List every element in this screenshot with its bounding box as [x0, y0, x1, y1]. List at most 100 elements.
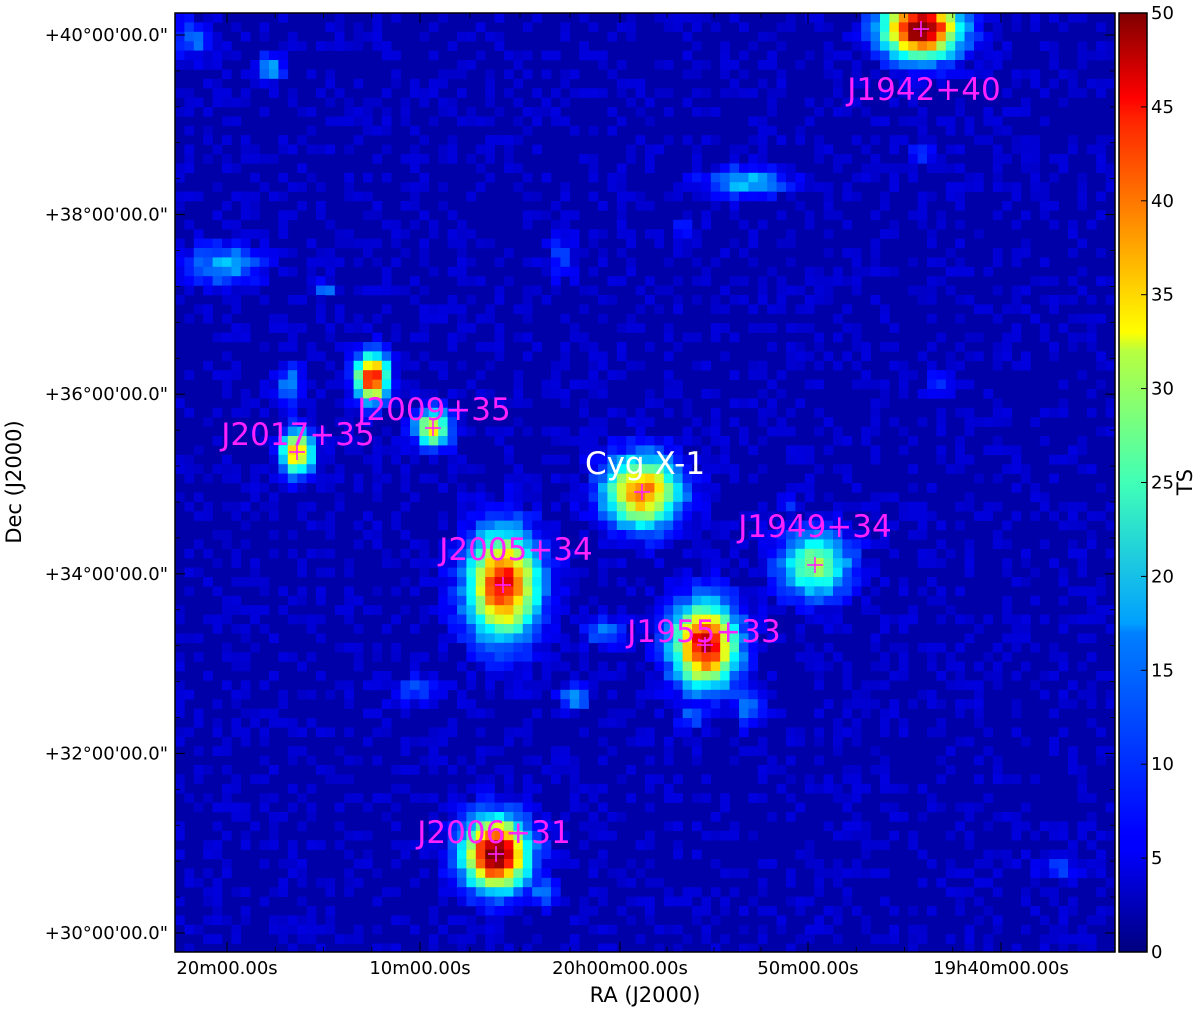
heatmap-cell	[372, 257, 383, 268]
heatmap-cell	[466, 924, 477, 935]
heatmap-cell	[851, 539, 862, 550]
heatmap-cell	[1039, 201, 1050, 211]
heatmap-cell	[607, 614, 618, 625]
heatmap-cell	[325, 332, 336, 343]
heatmap-cell	[945, 191, 956, 202]
heatmap-cell	[457, 219, 467, 230]
heatmap-cell	[720, 661, 730, 672]
heatmap-cell	[316, 88, 326, 98]
heatmap-cell	[504, 614, 514, 625]
heatmap-cell	[278, 210, 289, 221]
heatmap-cell	[353, 257, 364, 268]
heatmap-cell	[1049, 830, 1059, 841]
heatmap-cell	[682, 426, 693, 437]
heatmap-cell	[569, 69, 580, 80]
heatmap-cell	[475, 887, 486, 897]
heatmap-cell	[673, 586, 683, 597]
heatmap-cell	[297, 915, 307, 926]
heatmap-cell	[626, 436, 636, 446]
heatmap-cell	[391, 69, 401, 80]
heatmap-cell	[193, 50, 204, 61]
heatmap-cell	[287, 342, 298, 352]
heatmap-cell	[1086, 614, 1097, 625]
heatmap-cell	[945, 887, 956, 897]
heatmap-cell	[278, 812, 289, 822]
heatmap-cell	[748, 746, 759, 756]
heatmap-cell	[870, 31, 881, 42]
heatmap-cell	[983, 60, 994, 70]
heatmap-cell	[833, 266, 843, 277]
heatmap-cell	[833, 793, 843, 803]
heatmap-cell	[823, 548, 834, 559]
heatmap-cell	[447, 849, 458, 860]
heatmap-cell	[701, 60, 712, 70]
heatmap-cell	[663, 22, 674, 33]
y-tick-label: +34°00'00.0"	[45, 564, 168, 585]
heatmap-cell	[955, 342, 965, 352]
heatmap-cell	[438, 548, 448, 559]
heatmap-cell	[410, 661, 420, 672]
heatmap-cell	[353, 924, 364, 935]
heatmap-cell	[316, 943, 326, 952]
heatmap-cell	[334, 116, 345, 127]
heatmap-cell	[880, 765, 890, 775]
heatmap-cell	[184, 407, 195, 418]
heatmap-cell	[485, 520, 495, 531]
heatmap-cell	[222, 539, 232, 550]
heatmap-cell	[598, 201, 608, 211]
heatmap-cell	[673, 699, 683, 709]
heatmap-cell	[720, 464, 730, 474]
heatmap-cell	[1049, 708, 1059, 719]
heatmap-cell	[372, 445, 383, 456]
heatmap-cell	[776, 558, 787, 568]
heatmap-cell	[786, 191, 796, 202]
heatmap-cell	[541, 567, 552, 578]
heatmap-cell	[1068, 849, 1078, 860]
heatmap-cell	[1030, 906, 1041, 916]
heatmap-cell	[475, 558, 486, 568]
heatmap-cell	[419, 699, 430, 709]
heatmap-cell	[692, 849, 702, 860]
heatmap-cell	[1058, 379, 1069, 390]
heatmap-cell	[739, 718, 749, 728]
heatmap-cell	[927, 370, 937, 380]
heatmap-cell	[616, 22, 627, 33]
heatmap-cell	[325, 436, 336, 446]
heatmap-cell	[579, 661, 589, 672]
heatmap-cell	[522, 840, 533, 850]
heatmap-cell	[250, 60, 260, 70]
heatmap-cell	[287, 323, 298, 333]
heatmap-cell	[720, 530, 730, 540]
heatmap-cell	[598, 229, 608, 239]
heatmap-cell	[1086, 689, 1097, 700]
heatmap-cell	[325, 774, 336, 785]
heatmap-cell	[870, 633, 881, 644]
colorbar-tick-label: 40	[1151, 191, 1174, 212]
heatmap-cell	[1096, 511, 1106, 521]
heatmap-cell	[391, 859, 401, 869]
heatmap-cell	[231, 332, 242, 343]
heatmap-cell	[598, 50, 608, 61]
heatmap-cell	[908, 943, 918, 952]
heatmap-cell	[325, 530, 336, 540]
heatmap-cell	[1077, 41, 1088, 51]
heatmap-cell	[551, 652, 561, 662]
heatmap-cell	[1105, 407, 1115, 418]
heatmap-cell	[278, 323, 289, 333]
heatmap-cell	[447, 295, 458, 305]
heatmap-cell	[673, 473, 683, 484]
heatmap-cell	[391, 642, 401, 653]
heatmap-cell	[908, 501, 918, 512]
heatmap-cell	[598, 924, 608, 935]
heatmap-cell	[316, 313, 326, 324]
heatmap-cell	[720, 69, 730, 80]
heatmap-cell	[560, 389, 571, 399]
heatmap-cell	[795, 548, 806, 559]
heatmap-cell	[372, 41, 383, 51]
heatmap-cell	[607, 558, 618, 568]
heatmap-cell	[654, 229, 665, 239]
heatmap-cell	[485, 360, 495, 371]
heatmap-cell	[381, 473, 392, 484]
heatmap-cell	[344, 323, 354, 333]
heatmap-cell	[729, 201, 740, 211]
